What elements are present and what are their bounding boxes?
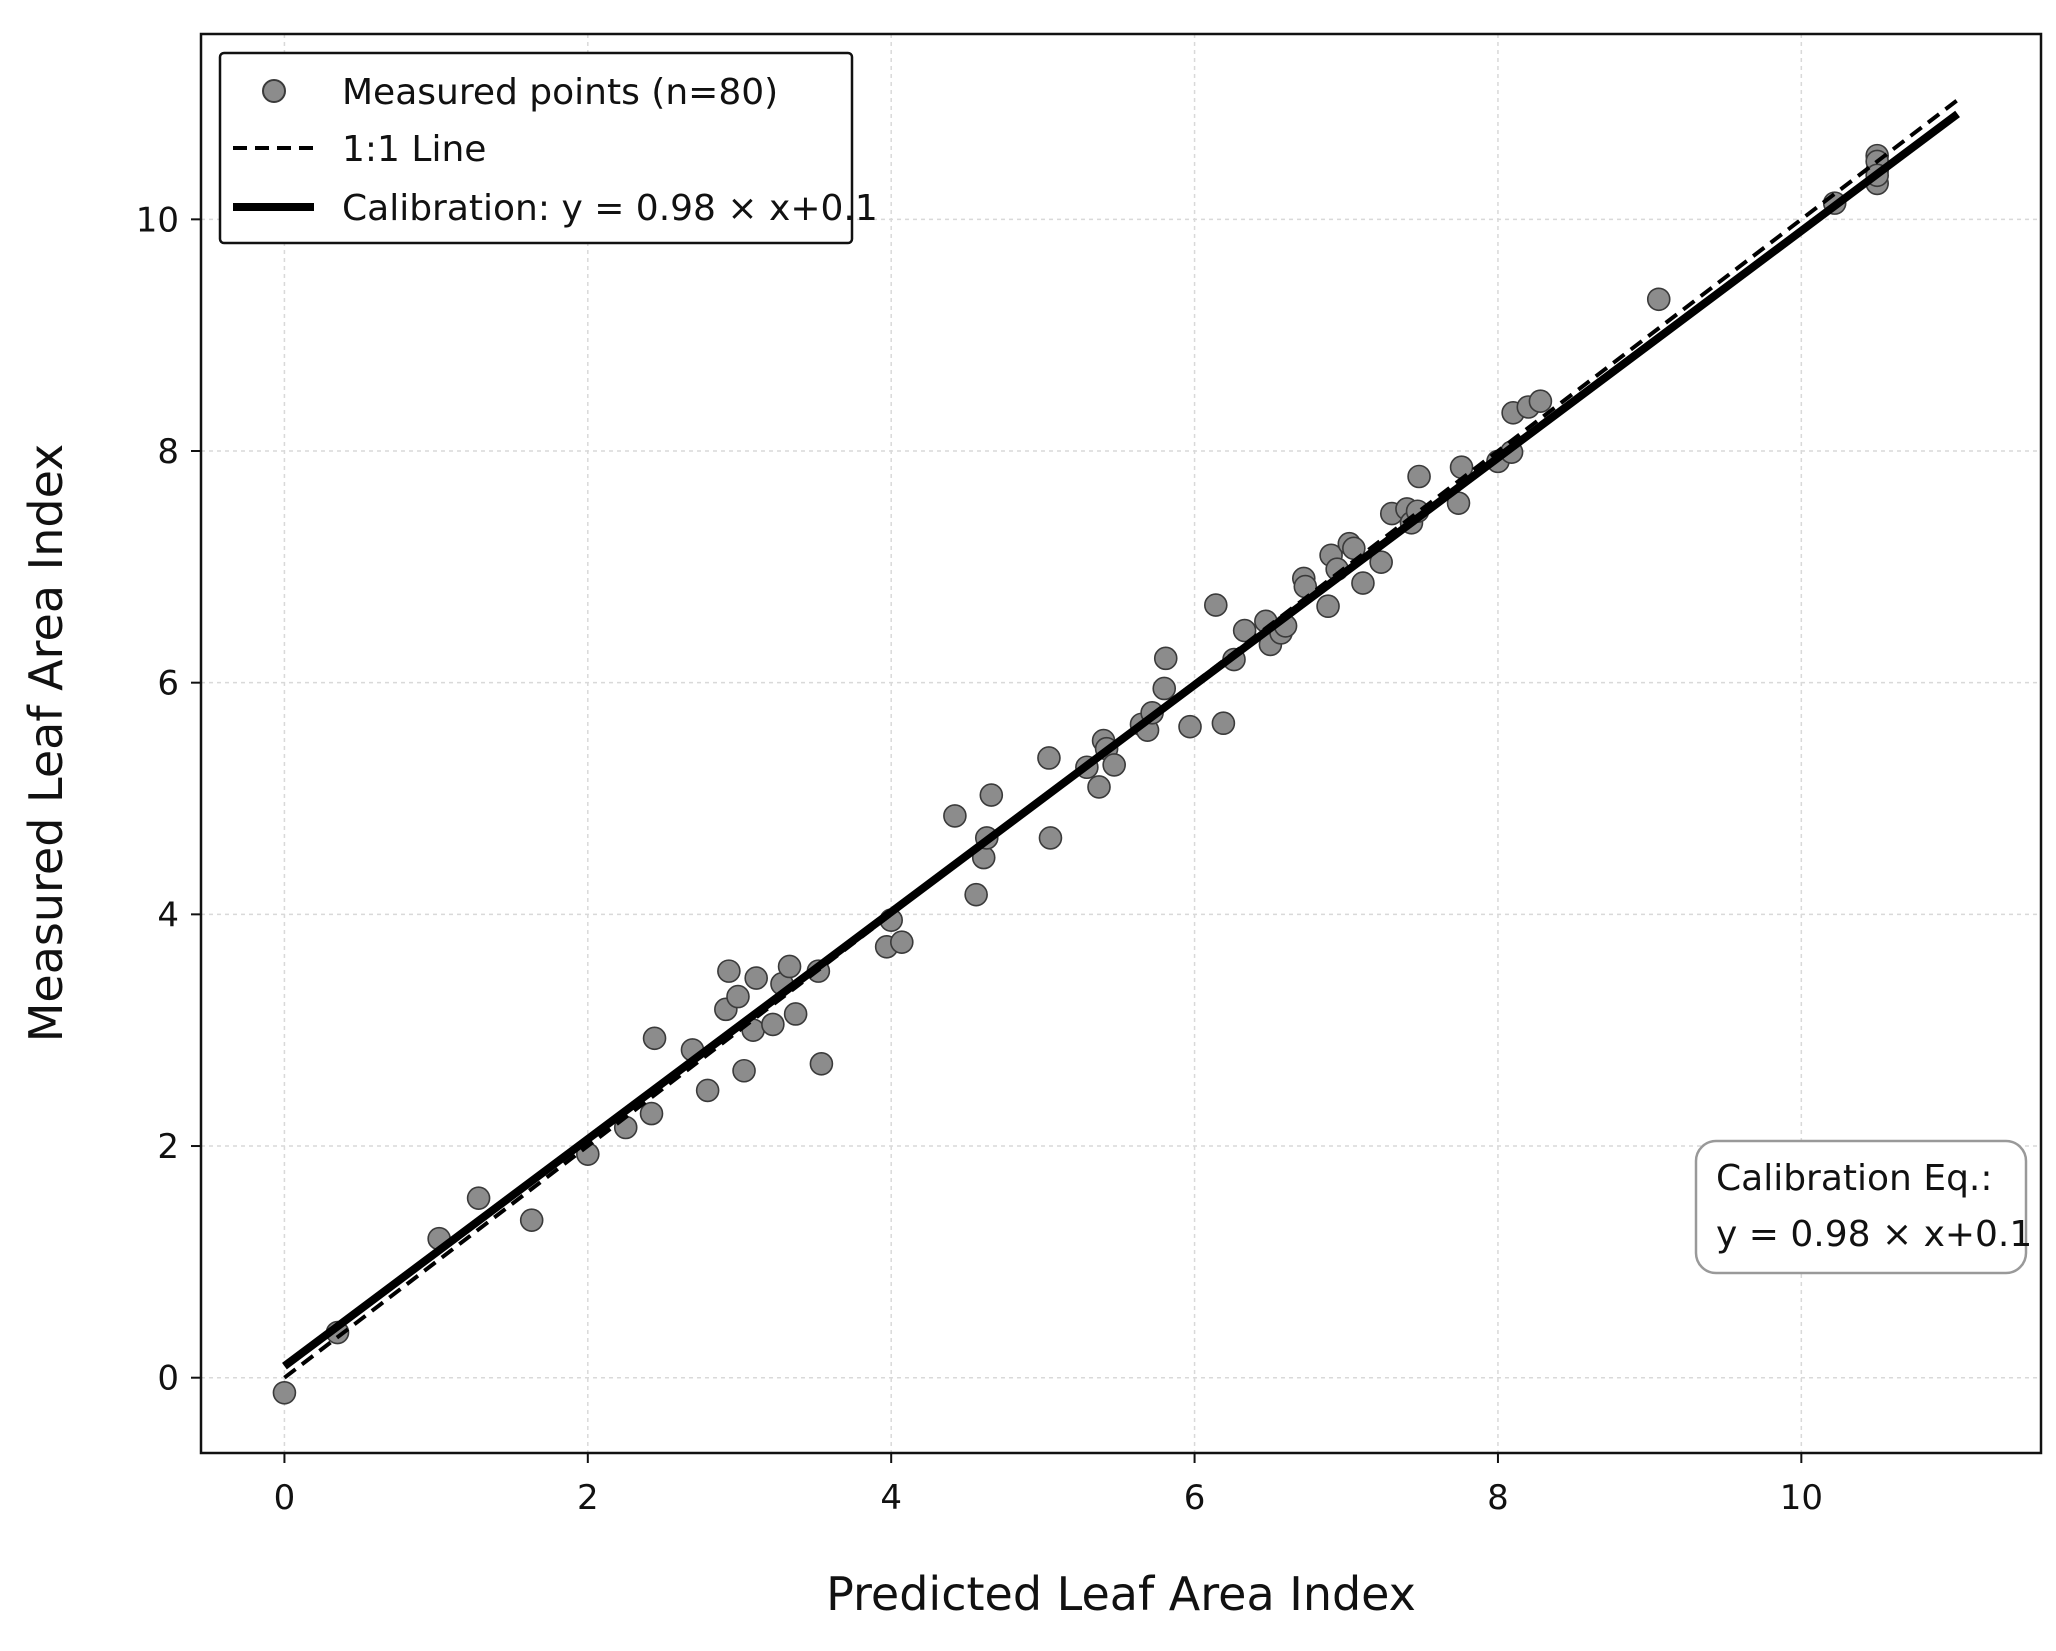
- data-point: [717, 959, 741, 983]
- x-tick-label: 2: [577, 1478, 599, 1518]
- legend-box: [218, 51, 854, 245]
- data-point: [1232, 618, 1257, 643]
- data-point: [1178, 714, 1202, 739]
- data-point: [1369, 550, 1393, 575]
- data-point: [732, 1058, 756, 1083]
- x-tick-label: 10: [1780, 1478, 1823, 1518]
- data-point: [809, 1051, 834, 1076]
- y-tick-label: 0: [157, 1359, 179, 1399]
- y-tick-label: 8: [157, 432, 179, 472]
- data-point: [272, 1380, 297, 1405]
- data-point: [1211, 711, 1236, 736]
- data-point: [1038, 826, 1063, 850]
- y-axis-title: Measured Leaf Area Index: [19, 444, 73, 1043]
- data-point: [695, 1078, 720, 1103]
- data-point: [1204, 593, 1228, 617]
- x-axis-title: Predicted Leaf Area Index: [826, 1567, 1416, 1621]
- y-tick-label: 10: [136, 200, 179, 240]
- calibration-annotation: Calibration Eq.: y = 0.98 × x+0.1: [1694, 1139, 2032, 1275]
- data-point: [1102, 753, 1126, 777]
- data-point: [1152, 676, 1177, 701]
- annotation-title: Calibration Eq.:: [1716, 1158, 1993, 1199]
- legend-label-points: Measured points (n=80): [342, 72, 778, 113]
- data-point: [744, 966, 768, 990]
- y-tick-label: 4: [157, 895, 179, 935]
- data-point: [761, 1012, 785, 1037]
- plot-frame: [199, 32, 2043, 1455]
- legend-marker-icon: [262, 79, 286, 103]
- data-point: [777, 954, 802, 979]
- calibration-line: [282, 110, 1960, 1370]
- annotation-box: [1694, 1139, 2028, 1275]
- x-tick-label: 8: [1487, 1478, 1509, 1518]
- data-point: [519, 1208, 544, 1232]
- data-point: [1407, 464, 1431, 489]
- data-point: [1087, 775, 1111, 799]
- data-point: [783, 1002, 808, 1026]
- data-point: [1316, 594, 1340, 619]
- data-point: [1153, 646, 1178, 671]
- x-tick-label: 0: [274, 1478, 296, 1518]
- data-point: [642, 1026, 667, 1051]
- y-tick-label: 2: [157, 1127, 179, 1167]
- data-point: [726, 984, 750, 1009]
- data-point: [979, 783, 1004, 807]
- data-point: [1528, 389, 1553, 414]
- legend: Measured points (n=80) 1:1 Line Calibrat…: [218, 51, 878, 245]
- data-point: [639, 1101, 664, 1126]
- y-tick-label: 6: [157, 664, 179, 704]
- x-tick-label: 4: [880, 1478, 902, 1518]
- reference-lines: [282, 98, 1960, 1380]
- data-point: [943, 804, 967, 828]
- data-point: [890, 930, 914, 954]
- axis-ticks: 0 2 4 6 8 10 0 2 4 6 8 10: [136, 200, 1823, 1518]
- x-tick-label: 6: [1184, 1478, 1206, 1518]
- legend-label-calibration: Calibration: y = 0.98 × x+0.1: [342, 188, 878, 229]
- data-point: [1646, 287, 1671, 312]
- legend-label-identity: 1:1 Line: [342, 129, 486, 170]
- annotation-equation: y = 0.98 × x+0.1: [1716, 1214, 2032, 1255]
- data-point: [964, 882, 988, 907]
- data-point: [1037, 746, 1061, 770]
- data-point: [1351, 571, 1375, 595]
- data-point: [466, 1186, 491, 1210]
